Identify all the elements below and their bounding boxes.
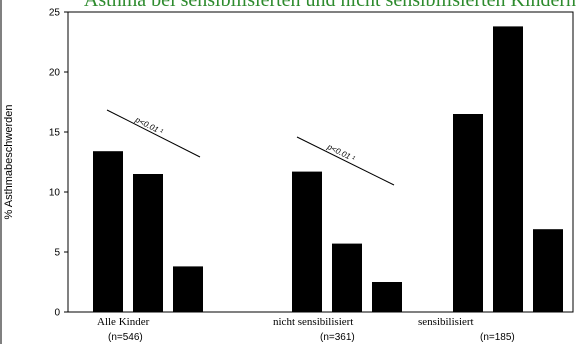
category-n-label: (n=546) [108, 332, 143, 343]
category-label: Alle Kinder [97, 316, 150, 328]
bar [453, 114, 483, 312]
annotations: p<0.01 ¹p<0.01 ¹ [106, 109, 395, 186]
significance-line [296, 136, 395, 186]
y-ticks: 0 5 10 15 20 25 [49, 8, 68, 319]
bar [93, 151, 123, 312]
y-tick-label: 20 [49, 68, 61, 79]
bar [292, 171, 322, 312]
significance-label: p<0.01 ¹ [325, 142, 357, 164]
bar [133, 174, 163, 312]
y-tick-label: 0 [54, 308, 60, 319]
category-label: sensibilisiert [418, 316, 474, 328]
bar [173, 266, 203, 312]
bars [93, 26, 563, 313]
significance-line [106, 109, 201, 158]
y-tick-label: 15 [49, 128, 61, 139]
y-tick-label: 25 [49, 8, 61, 19]
bar [533, 229, 563, 312]
y-axis-label: % Asthmabeschwerden [3, 105, 15, 220]
category-n-label: (n=361) [320, 332, 355, 343]
page-border-left [0, 0, 2, 344]
category-label: nicht sensibilisiert [273, 316, 353, 328]
y-tick-label: 5 [54, 248, 60, 259]
category-n-label: (n=185) [480, 332, 515, 343]
bar [372, 282, 402, 312]
bar [493, 26, 523, 313]
bar [332, 243, 362, 312]
category-labels: Alle Kinder (n=546) nicht sensibilisiert (n… [97, 316, 515, 343]
chart-title: Asthma bei sensibilisierten und nicht se… [84, 0, 576, 11]
y-tick-label: 10 [49, 188, 61, 199]
